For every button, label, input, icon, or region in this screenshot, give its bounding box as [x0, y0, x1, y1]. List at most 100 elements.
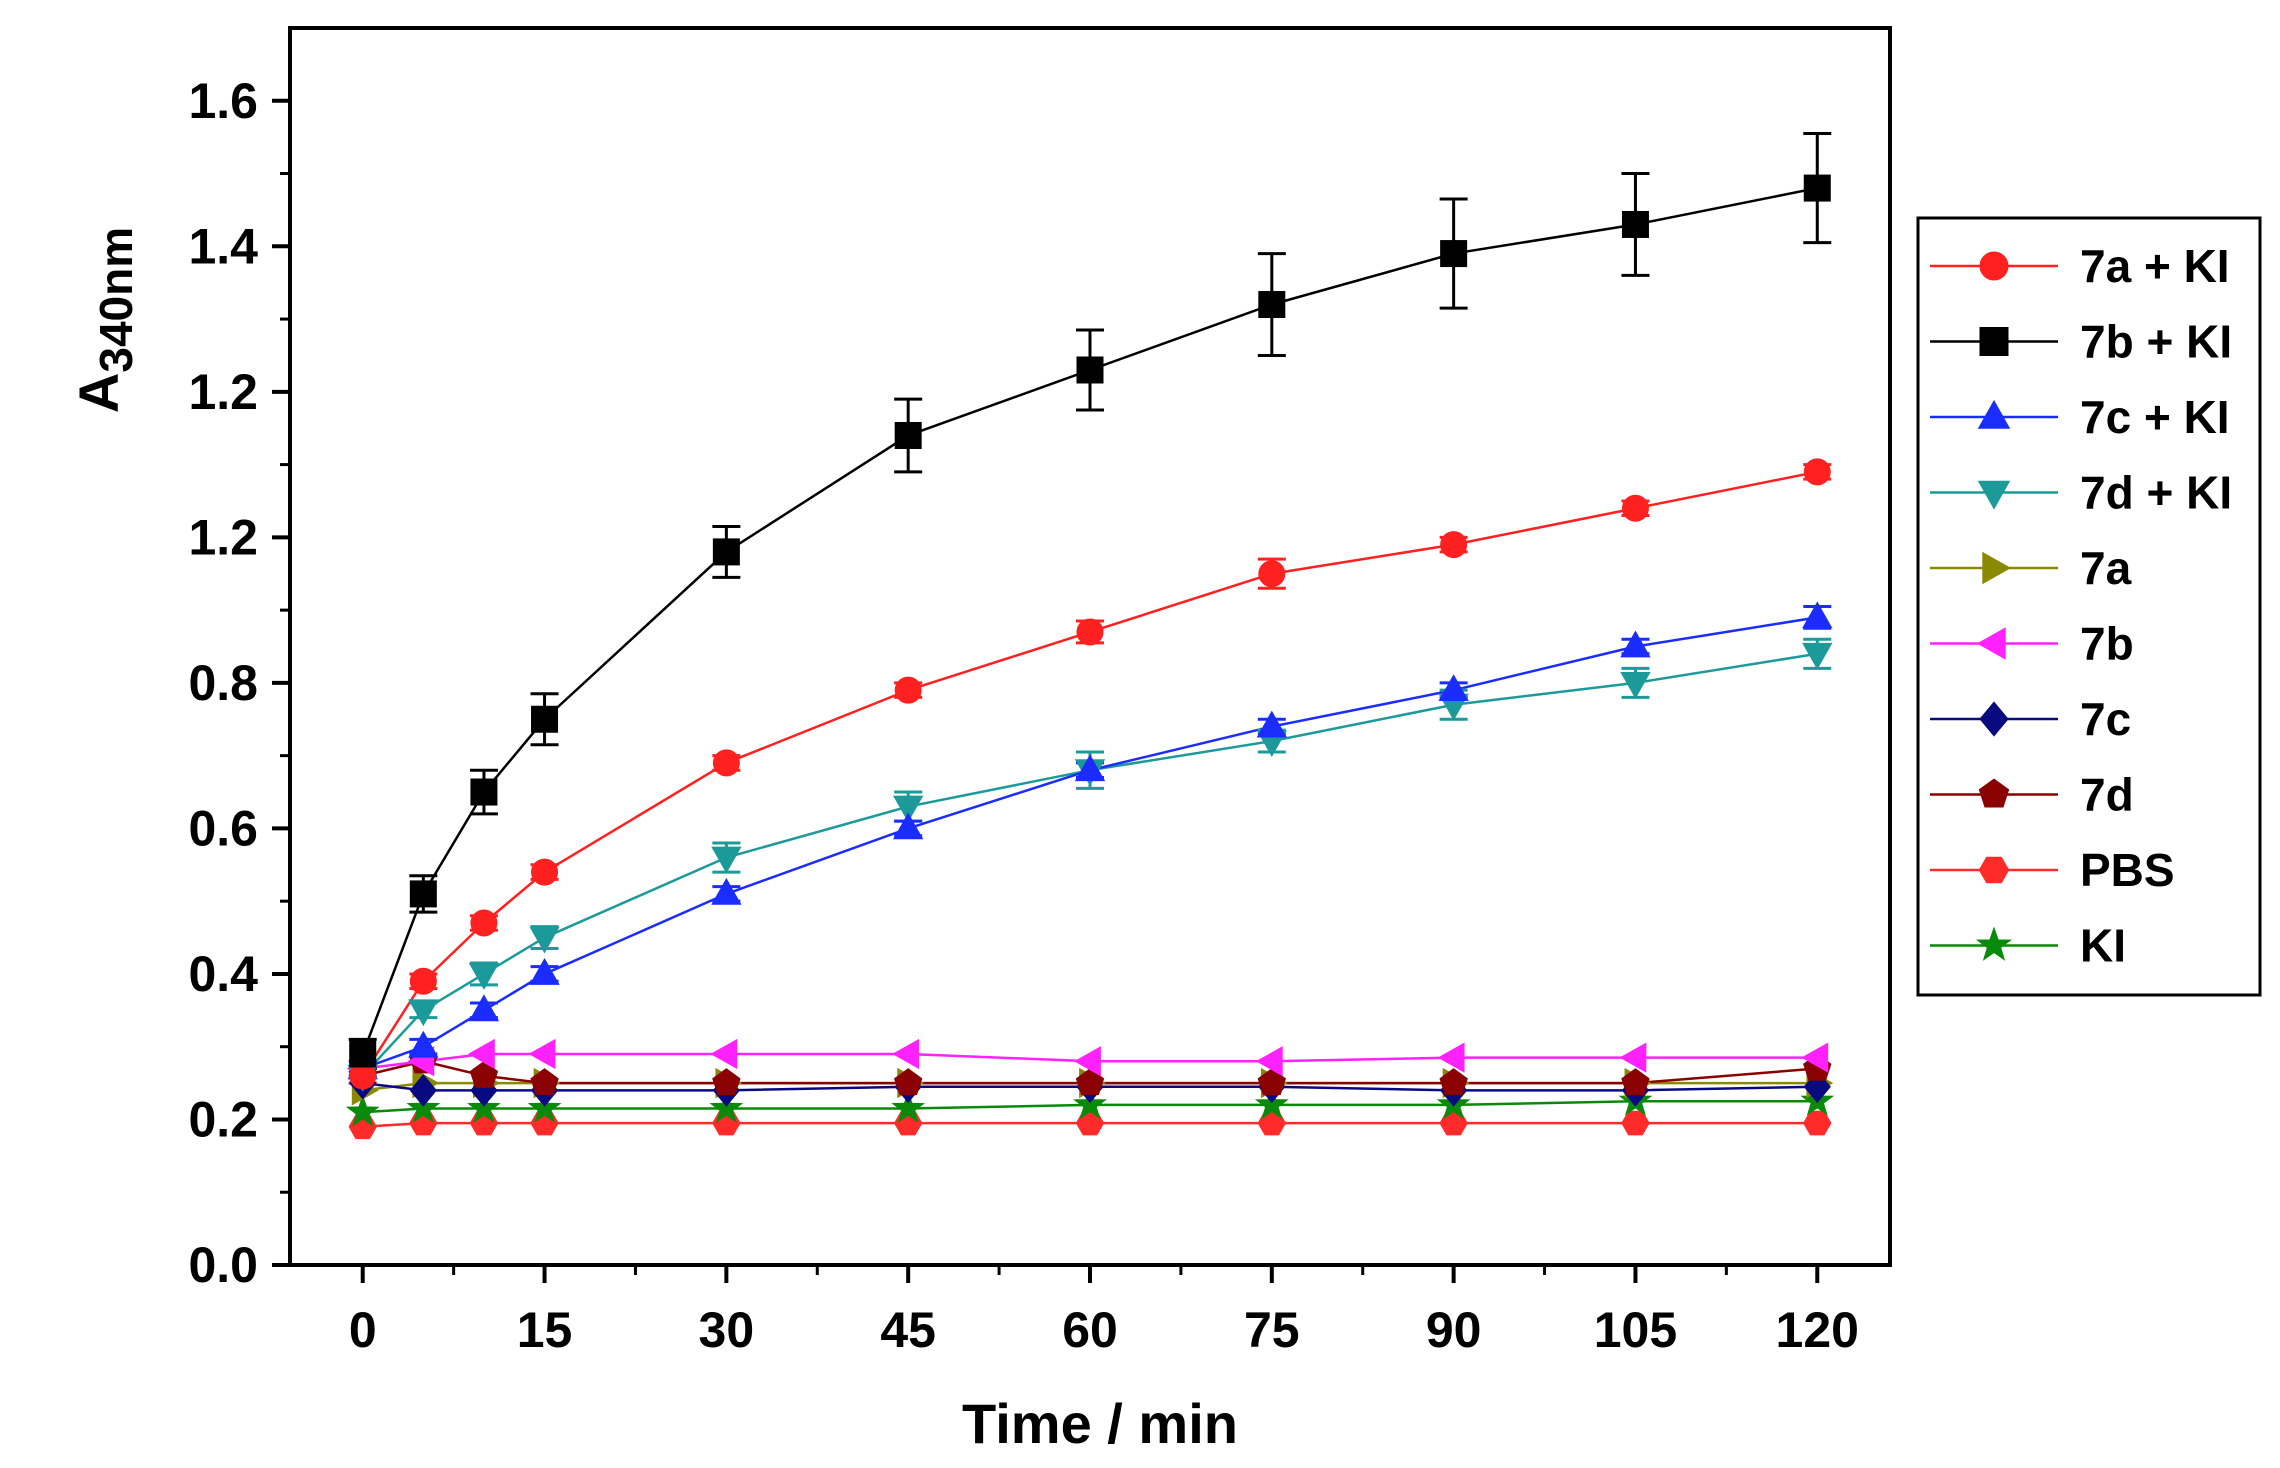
data-point: [1257, 1068, 1287, 1096]
legend-marker: [1978, 778, 2010, 808]
y-tick-label: 0.0: [188, 1237, 258, 1293]
data-point: [709, 1090, 744, 1123]
legend-marker: [1982, 551, 2012, 585]
data-point: [1621, 210, 1649, 238]
data-point: [1619, 1042, 1647, 1073]
legend-box: [1916, 216, 2262, 997]
data-point: [891, 1090, 926, 1123]
legend-marker: [1975, 926, 2013, 961]
data-point: [409, 880, 437, 908]
data-point: [531, 858, 559, 886]
legend-label: 7b + KI: [2080, 316, 2232, 368]
x-tick-label: 15: [517, 1302, 573, 1358]
data-point: [530, 1068, 559, 1096]
data-point: [1258, 560, 1286, 588]
x-tick-label: 0: [349, 1302, 377, 1358]
data-point: [470, 778, 498, 806]
y-tick-label: 0.8: [188, 655, 258, 711]
data-point: [1440, 240, 1468, 268]
data-point: [892, 1038, 920, 1070]
y-axis-title-main: A: [67, 373, 130, 413]
data-point: [1074, 754, 1106, 782]
data-point: [406, 1090, 441, 1123]
y-tick-label: 1.6: [188, 73, 258, 129]
data-point: [1440, 531, 1468, 559]
data-point: [1621, 1068, 1650, 1096]
legend-label: 7d: [2080, 769, 2134, 821]
data-point: [711, 846, 742, 874]
legend-marker: [1979, 701, 2009, 737]
legend-label: 7d + KI: [2080, 467, 2232, 519]
data-point: [893, 812, 924, 840]
x-axis-title: Time / min: [962, 1392, 1238, 1455]
data-point: [408, 1030, 439, 1058]
data-point: [711, 877, 742, 905]
x-tick-label: 120: [1776, 1302, 1859, 1358]
data-point: [712, 538, 740, 566]
data-point: [894, 421, 922, 449]
legend-label: 7b: [2080, 618, 2134, 670]
data-point: [408, 999, 439, 1027]
data-point: [1437, 1042, 1465, 1073]
data-point: [470, 909, 498, 937]
data-point: [467, 1038, 495, 1070]
data-point: [1256, 710, 1287, 738]
legend-label: 7c + KI: [2080, 391, 2230, 443]
data-point: [1075, 1110, 1105, 1136]
data-point: [349, 1040, 377, 1068]
y-tick-label: 0.4: [188, 946, 258, 1002]
x-tick-label: 60: [1062, 1302, 1118, 1358]
y-tick-label: 0.2: [188, 1091, 258, 1147]
data-point: [1803, 458, 1831, 486]
legend-label: KI: [2080, 920, 2126, 972]
y-tick-label: 1.2: [188, 509, 258, 565]
data-point: [893, 795, 924, 823]
data-point: [1258, 291, 1286, 319]
data-point: [1439, 1110, 1468, 1136]
data-point: [531, 705, 559, 733]
y-axis-title: A340nm: [67, 227, 142, 413]
data-point: [712, 1068, 741, 1096]
data-point: [409, 1073, 437, 1107]
legend-marker: [1977, 399, 2011, 429]
data-point: [710, 1038, 738, 1070]
legend: 7a + KI 7b + KI 7c + KI 7d + KI 7a 7b 7c 7d PBS K…: [1916, 216, 2262, 997]
x-tick-label: 30: [699, 1302, 755, 1358]
y-tick-label: 0.6: [188, 800, 258, 856]
y-tick-label: 1.2: [188, 364, 258, 420]
x-tick-label: 105: [1594, 1302, 1677, 1358]
data-point: [469, 1060, 499, 1088]
data-point: [1621, 494, 1649, 522]
data-point: [893, 1068, 923, 1096]
data-point: [468, 963, 500, 990]
tick-labels: 0 15 30 45 60 75 90 105 120 0.0 0.2 0.4 0.6 0.8 1.2 1.2…: [188, 73, 1859, 1358]
legend-label: 7a: [2080, 542, 2132, 594]
legend-marker: [1978, 856, 2010, 884]
data-point: [1620, 671, 1651, 699]
data-point: [1073, 1087, 1107, 1120]
data-point: [467, 1090, 501, 1123]
x-tick-label: 75: [1244, 1302, 1300, 1358]
data-point: [468, 994, 500, 1022]
series-line: [361, 652, 1818, 1077]
data-point: [1802, 601, 1833, 629]
data-point: [1076, 618, 1104, 646]
axis-ticks: [272, 98, 1820, 1283]
data-point: [1074, 1046, 1101, 1077]
data-point: [1439, 1068, 1468, 1096]
data-point: [1438, 674, 1469, 702]
data-point: [894, 676, 922, 704]
y-tick-label: 1.4: [188, 218, 258, 274]
data-point: [1802, 642, 1833, 670]
data-point: [527, 1090, 562, 1123]
data-point: [1075, 1068, 1105, 1096]
y-axis-title-sub: 340nm: [90, 227, 142, 373]
legend-marker: [1976, 627, 2006, 660]
data-point: [1803, 174, 1831, 202]
legend-label: PBS: [2080, 844, 2175, 896]
legend-marker: [1977, 480, 2011, 510]
data-point: [1257, 1110, 1287, 1136]
error-bars: [348, 132, 1832, 1085]
svg-text:A340nm: A340nm: [67, 227, 142, 413]
